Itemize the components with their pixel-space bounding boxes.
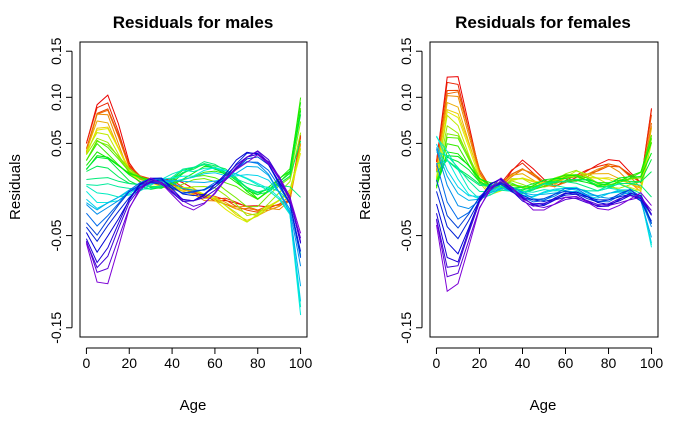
series-lines <box>85 94 302 316</box>
y-axis-label: Residuals <box>7 154 24 220</box>
series-line <box>85 150 302 269</box>
plot-frame <box>79 41 308 338</box>
series-line <box>436 177 652 293</box>
series-line <box>436 182 652 240</box>
series-line <box>436 143 652 244</box>
x-tick-label: 20 <box>472 355 488 371</box>
panel-females: Residuals for females Age Residuals 0 20 4… <box>357 13 663 414</box>
series-line <box>436 89 652 188</box>
x-tick-label: 60 <box>207 355 223 371</box>
series-line <box>86 161 301 198</box>
x-tick-label: 80 <box>601 355 617 371</box>
y-tick-label: 0.05 <box>398 130 414 157</box>
y-tick-label: 0.05 <box>48 130 64 157</box>
panel-males: Residuals for males Age Residuals 0 20 40 6… <box>7 13 312 414</box>
chart-title: Residuals for males <box>113 13 274 32</box>
series-line <box>86 102 302 200</box>
x-tick-label: 60 <box>558 355 574 371</box>
x-tick-label: 100 <box>289 355 313 371</box>
series-line <box>436 136 652 246</box>
series-line <box>86 167 302 308</box>
x-tick-label: 40 <box>164 355 180 371</box>
axis-ticks: 0 20 40 60 80 100 -0.15 -0.05 0.05 0.10 0.15 <box>48 37 312 371</box>
y-tick-label: -0.05 <box>48 219 64 251</box>
series-line <box>86 140 302 196</box>
x-tick-label: 0 <box>433 355 441 371</box>
series-line <box>436 179 652 229</box>
series-line <box>436 151 652 224</box>
axis-ticks: 0 20 40 60 80 100 -0.15 -0.05 0.05 0.10 0.15 <box>398 37 663 371</box>
series-line <box>85 154 302 285</box>
x-axis-label: Age <box>180 397 207 414</box>
series-line <box>85 127 302 223</box>
series-line <box>85 121 302 208</box>
y-tick-label: -0.05 <box>398 219 414 251</box>
series-line <box>436 179 652 278</box>
series-line <box>85 132 302 217</box>
x-tick-label: 0 <box>83 355 91 371</box>
y-tick-label: 0.10 <box>48 83 64 110</box>
x-tick-label: 20 <box>121 355 137 371</box>
series-line <box>436 152 652 191</box>
x-axis-label: Age <box>530 397 557 414</box>
series-line <box>436 156 652 189</box>
plot-frame <box>429 41 659 338</box>
series-line <box>436 181 652 268</box>
series-line <box>436 91 652 191</box>
x-tick-label: 80 <box>250 355 266 371</box>
y-tick-label: 0.10 <box>398 83 414 110</box>
series-line <box>86 165 302 287</box>
series-line <box>86 156 302 257</box>
y-tick-label: -0.15 <box>48 312 64 344</box>
y-tick-label: 0.15 <box>48 37 64 64</box>
series-line <box>436 147 652 238</box>
series-lines <box>436 76 652 293</box>
chart-title: Residuals for females <box>455 13 631 32</box>
y-tick-label: -0.15 <box>398 312 414 344</box>
series-line <box>85 150 302 273</box>
series-line <box>436 178 652 263</box>
series-line <box>436 95 652 193</box>
y-tick-label: 0.15 <box>398 37 414 64</box>
series-line <box>86 161 302 258</box>
x-tick-label: 40 <box>515 355 531 371</box>
series-line <box>86 160 302 267</box>
x-tick-label: 100 <box>640 355 664 371</box>
y-axis-label: Residuals <box>357 154 374 220</box>
